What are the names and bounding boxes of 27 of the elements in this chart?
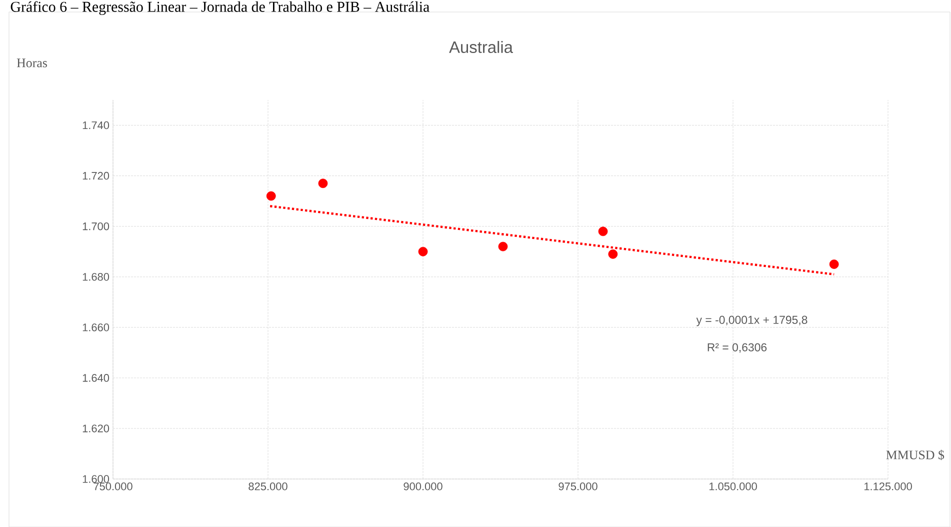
y-tick-label: 1.700 [82,222,110,230]
x-tick-label: 1.050.000 [709,482,757,490]
x-tick-label: 750.000 [94,482,132,490]
point [266,191,276,201]
x-axis-title: MMUSD $ [886,450,944,460]
y-tick-label: 1.720 [82,172,110,180]
y-tick-label: 1.740 [82,121,110,130]
x-tick-label: 900.000 [404,482,442,490]
annotation: y = -0,0001x + 1795,8 [696,316,808,326]
point [318,178,328,188]
point [608,249,618,259]
y-tick-label: 1.640 [82,374,110,382]
annotation: R² = 0,6306 [708,343,767,353]
y-tick-label: 1.620 [82,424,110,432]
text: Gráfico 6 – Regressão Linear – Jornada de Trabalho e PIB – Austrália [10,1,430,15]
x-tick-label: 975.000 [558,482,598,490]
x-tick-label: 825.000 [248,482,288,490]
x-tick-label: 1.125.000 [864,482,912,490]
point [598,226,608,236]
point [829,259,839,269]
y-tick-label: 1.660 [82,323,110,332]
y-axis-title: Horas [16,58,47,68]
point [418,246,428,256]
point [498,242,508,252]
y-tick-label: 1.600 [82,475,110,483]
chart-title: Australia [449,40,513,53]
y-tick-label: 1.680 [82,272,110,281]
